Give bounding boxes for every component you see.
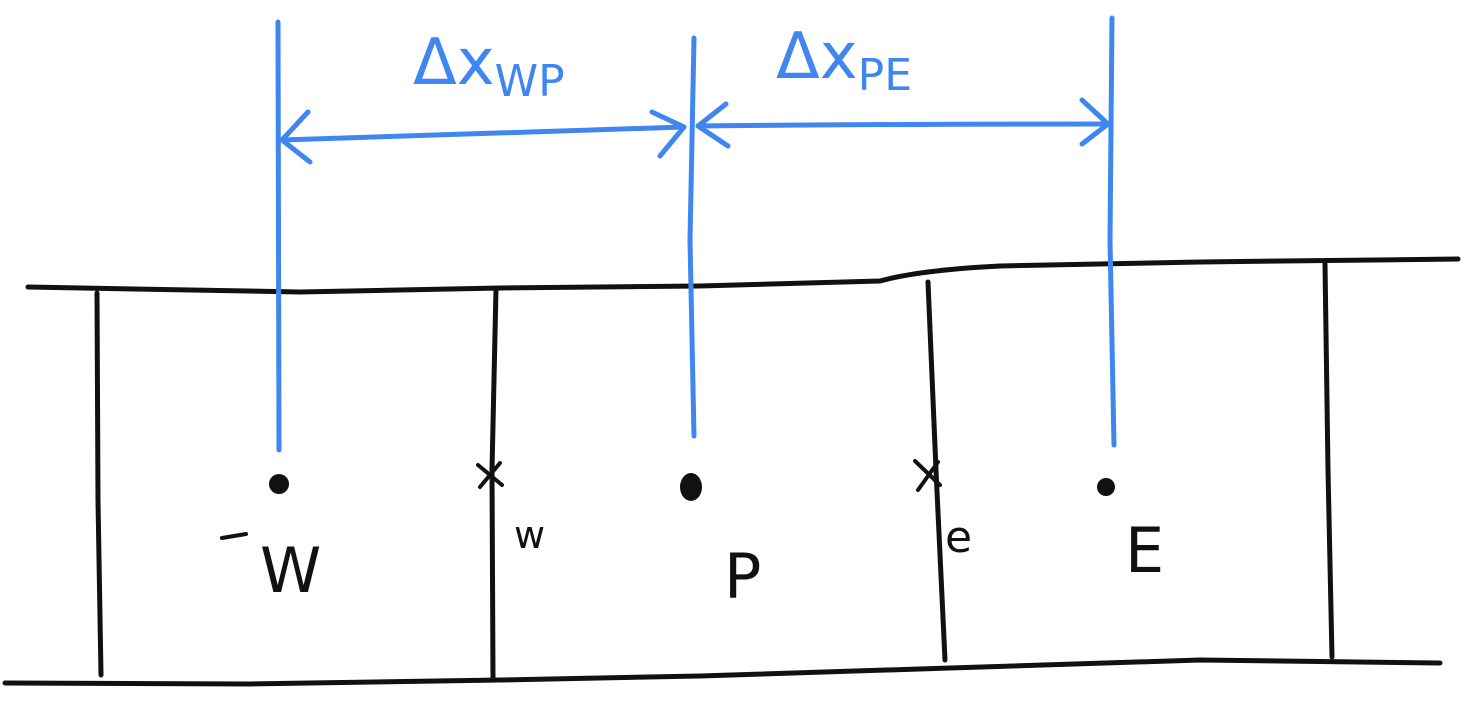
face-e-label: e: [945, 512, 972, 563]
dimension-arrow-pe: [695, 121, 1111, 129]
arrowhead-wp-left: [279, 109, 313, 165]
dimension-label-pe-subscript: PE: [858, 50, 912, 101]
face-e-cross-marker: [913, 459, 942, 492]
dimension-label-wp-subscript: WP: [495, 56, 565, 107]
arrowhead-wp-right: [649, 109, 687, 159]
node-e-point: [1097, 478, 1115, 496]
face-e-line: [925, 279, 948, 663]
dimension-arrows: [279, 97, 1111, 165]
cell-boundaries: [94, 261, 1335, 683]
bottom-boundary-line: [2, 657, 1443, 687]
node-w-overbar: [220, 532, 248, 540]
face-w-label: w: [514, 513, 545, 557]
face-labels: w e: [514, 512, 972, 563]
cell-boundary-right: [1322, 261, 1335, 660]
dimension-arrow-wp: [279, 124, 687, 143]
node-w-point: [269, 474, 289, 494]
arrowhead-pe-right: [1079, 97, 1111, 147]
node-w-label: W: [260, 534, 321, 607]
extension-line-p: [687, 35, 697, 439]
node-e-label: E: [1125, 514, 1164, 587]
extension-line-w: [275, 19, 282, 453]
node-p-point: [680, 473, 702, 501]
node-p-label: P: [724, 540, 761, 613]
cell-boundary-left: [94, 290, 104, 678]
top-boundary-line: [25, 256, 1461, 295]
node-labels: W P E: [220, 514, 1164, 613]
node-points: [269, 473, 1115, 501]
face-markers: [476, 459, 942, 492]
extension-line-e: [1107, 15, 1117, 448]
dimension-label-wp: ΔxWP: [413, 26, 565, 107]
dimension-labels: ΔxWP ΔxPE: [413, 20, 912, 107]
face-w-cross-marker: [476, 461, 504, 489]
dimension-label-wp-delta: Δx: [413, 26, 495, 100]
grid-boundaries: [2, 256, 1461, 687]
arrowhead-pe-left: [695, 101, 731, 149]
dimension-label-pe-delta: Δx: [776, 20, 858, 94]
dimension-label-pe: ΔxPE: [776, 20, 912, 101]
dimension-extension-lines: [275, 15, 1117, 453]
face-w-line: [489, 286, 499, 683]
